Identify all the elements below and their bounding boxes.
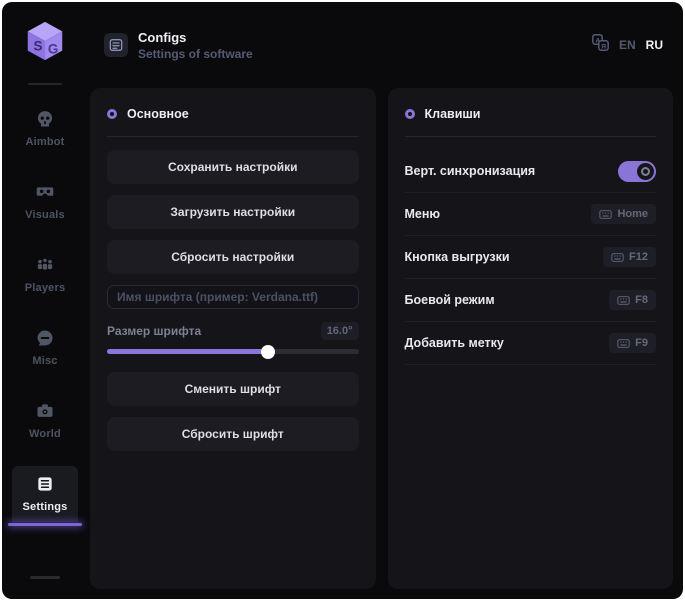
combat-mode-key-row: Боевой режим F8 — [404, 279, 656, 322]
reset-font-button[interactable]: Сбросить шрифт — [107, 417, 359, 451]
section-dot-icon — [107, 109, 117, 119]
sidebar-item-settings[interactable]: Settings — [8, 466, 82, 526]
menu-key-row: Меню Home — [404, 193, 656, 236]
keyboard-icon — [617, 338, 630, 348]
app-logo-cube-icon: S G — [22, 18, 68, 69]
main-settings-card: Основное Сохранить настройки Загрузить н… — [90, 88, 376, 589]
font-size-value-badge: 16.0° — [320, 322, 359, 340]
vr-goggles-icon — [35, 182, 55, 202]
font-size-slider-fill — [107, 349, 268, 354]
sidebar: S G Aimbot — [2, 2, 88, 599]
keyboard-icon — [611, 252, 624, 262]
section-divider — [404, 136, 656, 137]
toggle-knob — [637, 162, 654, 180]
save-settings-button[interactable]: Сохранить настройки — [107, 150, 359, 184]
sidebar-item-label: Visuals — [25, 209, 65, 221]
reset-settings-button[interactable]: Сбросить настройки — [107, 240, 359, 274]
active-tab-indicator — [8, 523, 82, 526]
sidebar-item-players[interactable]: Players — [12, 247, 78, 303]
font-size-label: Размер шрифта — [107, 324, 202, 338]
players-icon — [35, 255, 55, 275]
page-subtitle: Settings of software — [138, 46, 253, 61]
skull-icon — [35, 109, 55, 129]
keyboard-icon — [599, 209, 613, 219]
svg-text:S: S — [34, 39, 43, 54]
change-font-button[interactable]: Сменить шрифт — [107, 372, 359, 406]
svg-text:Я: Я — [601, 43, 606, 50]
vsync-row: Верт. синхронизация — [404, 150, 656, 193]
sidebar-item-world[interactable]: World — [12, 393, 78, 449]
vsync-toggle[interactable] — [618, 160, 656, 182]
main-panels: Основное Сохранить настройки Загрузить н… — [88, 88, 683, 599]
sidebar-top-divider — [28, 83, 62, 85]
sidebar-item-label: Misc — [32, 355, 58, 367]
add-marker-key-row: Добавить метку F9 — [404, 322, 656, 365]
content-area: Configs Settings of software A Я EN RU — [88, 2, 683, 599]
font-size-slider[interactable] — [107, 344, 359, 359]
page-title: Configs — [138, 29, 187, 45]
section-title-keys: Клавиши — [424, 107, 481, 121]
unload-keybind-button[interactable]: F12 — [603, 247, 656, 267]
sidebar-item-visuals[interactable]: Visuals — [12, 174, 78, 230]
section-divider — [107, 136, 359, 137]
sidebar-item-label: Players — [24, 282, 66, 294]
chat-icon — [35, 328, 55, 348]
keyboard-icon — [617, 295, 630, 305]
svg-text:A: A — [595, 38, 600, 45]
language-en-button[interactable]: EN — [618, 38, 636, 52]
combat-mode-keybind-button[interactable]: F8 — [609, 290, 656, 310]
sidebar-nav: Aimbot Visuals — [2, 101, 88, 526]
font-name-input[interactable] — [107, 285, 359, 309]
add-marker-keybind-button[interactable]: F9 — [609, 333, 656, 353]
font-size-slider-thumb[interactable] — [260, 344, 275, 359]
sidebar-item-misc[interactable]: Misc — [12, 320, 78, 376]
sidebar-footer-divider — [30, 576, 60, 579]
svg-text:G: G — [48, 41, 58, 56]
briefcase-icon — [35, 401, 55, 421]
load-settings-button[interactable]: Загрузить настройки — [107, 195, 359, 229]
page-header: Configs Settings of software A Я EN RU — [88, 2, 683, 88]
sidebar-item-label: World — [29, 428, 61, 440]
configs-list-icon — [104, 33, 128, 57]
keys-card: Клавиши Верт. синхронизация Меню — [387, 88, 673, 589]
sidebar-item-label: Aimbot — [25, 136, 65, 148]
section-title-main: Основное — [127, 107, 189, 121]
section-dot-icon — [404, 109, 415, 119]
translate-icon: A Я — [592, 34, 609, 56]
list-icon — [35, 474, 55, 494]
language-ru-button[interactable]: RU — [645, 38, 663, 52]
menu-keybind-button[interactable]: Home — [591, 204, 656, 224]
sidebar-item-aimbot[interactable]: Aimbot — [12, 101, 78, 157]
unload-key-row: Кнопка выгрузки F12 — [404, 236, 656, 279]
sidebar-item-label: Settings — [22, 501, 68, 513]
